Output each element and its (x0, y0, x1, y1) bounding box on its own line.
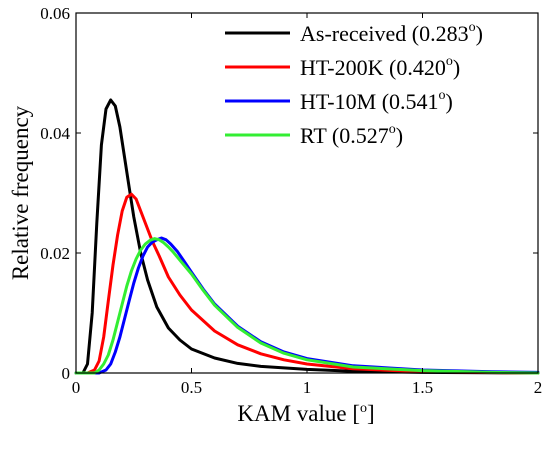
y-tick-label: 0.06 (40, 4, 70, 23)
legend-label-1: As-received (0.283o) (300, 20, 483, 46)
x-tick-label: 0 (72, 378, 81, 397)
y-tick-label: 0 (62, 364, 71, 383)
series-line-1 (74, 98, 540, 375)
x-tick-label: 0.5 (181, 378, 202, 397)
series-layer (74, 98, 540, 375)
x-tick-label: 1 (303, 378, 312, 397)
legend-label-4: RT (0.527o) (300, 122, 403, 148)
y-tick-label: 0.04 (40, 124, 70, 143)
x-tick-label: 1.5 (412, 378, 433, 397)
y-tick-label: 0.02 (40, 244, 70, 263)
legend-label-3: HT-10M (0.541o) (300, 88, 453, 114)
legend: As-received (0.283o) HT-200K (0.420o) HT-1… (225, 20, 483, 148)
series-line-2 (74, 192, 540, 375)
y-axis-title: Relative frequency (8, 105, 33, 280)
tick-layer: 0 0.5 1 1.5 2 0 0.02 0.04 0.06 (40, 4, 542, 397)
series-line-4 (74, 237, 540, 375)
legend-label-2: HT-200K (0.420o) (300, 54, 460, 80)
x-tick-label: 2 (534, 378, 543, 397)
x-axis-title: KAM value [o] (237, 401, 374, 426)
